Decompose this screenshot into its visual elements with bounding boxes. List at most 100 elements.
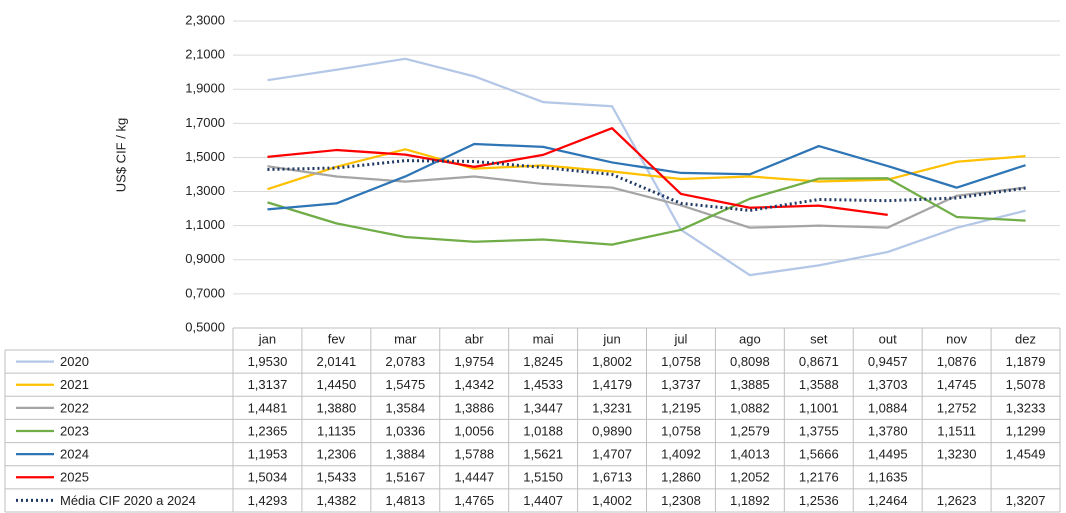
table-value: 1,4533 — [523, 377, 563, 392]
legend-label: 2020 — [60, 354, 89, 369]
table-value: 1,1511 — [937, 423, 976, 438]
table-value: 1,4013 — [730, 447, 770, 462]
x-tick-label: jul — [673, 331, 687, 346]
x-tick-label: dez — [1015, 331, 1036, 346]
table-value: 1,3588 — [799, 377, 839, 392]
legend-label: 2025 — [60, 470, 89, 485]
table-value: 1,1635 — [868, 470, 908, 485]
table-value: 1,3780 — [868, 423, 908, 438]
table-value: 1,8002 — [592, 354, 632, 369]
table-value: 1,3233 — [1006, 400, 1046, 415]
table-value: 0,8671 — [799, 354, 839, 369]
table-value: 1,5621 — [523, 447, 563, 462]
table-value: 1,1892 — [730, 493, 770, 508]
table-value: 1,4707 — [592, 447, 632, 462]
table-value: 0,8098 — [730, 354, 770, 369]
table-value: 1,3885 — [730, 377, 770, 392]
table-value: 1,2579 — [730, 423, 770, 438]
table-value: 1,1299 — [1006, 423, 1046, 438]
table-value: 1,3137 — [248, 377, 288, 392]
table-value: 1,9754 — [454, 354, 494, 369]
table-value: 1,5034 — [248, 470, 288, 485]
legend-label: 2022 — [60, 400, 89, 415]
table-value: 1,4495 — [868, 447, 908, 462]
y-tick-label: 1,5000 — [185, 149, 225, 164]
table-value: 1,2306 — [316, 447, 356, 462]
table-value: 1,2052 — [730, 470, 770, 485]
table-value: 1,2464 — [868, 493, 908, 508]
table-value: 1,0056 — [454, 423, 494, 438]
series-line — [267, 159, 1026, 212]
table-value: 1,8245 — [523, 354, 563, 369]
table-value: 1,1135 — [317, 423, 356, 438]
table-value: 1,1001 — [799, 400, 839, 415]
table-value: 1,2195 — [661, 400, 701, 415]
series-line — [267, 177, 1026, 246]
table-value: 1,2860 — [661, 470, 701, 485]
table-value: 2,0141 — [316, 354, 356, 369]
table-value: 1,4293 — [248, 493, 288, 508]
table-value: 1,2308 — [661, 493, 701, 508]
table-value: 1,5167 — [385, 470, 425, 485]
table-value: 1,4342 — [454, 377, 494, 392]
table-value: 1,0336 — [385, 423, 425, 438]
table-value: 1,3230 — [937, 447, 977, 462]
y-tick-label: 0,5000 — [185, 319, 225, 334]
table-value: 1,3231 — [592, 400, 632, 415]
table-value: 1,0188 — [523, 423, 563, 438]
table-value: 1,5078 — [1006, 377, 1046, 392]
table-value: 1,5475 — [385, 377, 425, 392]
table-value: 1,0882 — [730, 400, 770, 415]
x-tick-label: fev — [328, 331, 346, 346]
y-tick-label: 1,3000 — [185, 183, 225, 198]
series-line — [267, 148, 1026, 191]
table-value: 1,3755 — [799, 423, 839, 438]
y-tick-label: 1,1000 — [185, 217, 225, 232]
x-tick-label: mar — [394, 331, 417, 346]
table-value: 1,6713 — [592, 470, 632, 485]
table-value: 1,3884 — [385, 447, 425, 462]
table-value: 1,5150 — [523, 470, 563, 485]
table-value: 1,5433 — [316, 470, 356, 485]
table-value: 1,2176 — [799, 470, 839, 485]
table-value: 1,2752 — [937, 400, 977, 415]
x-tick-label: set — [810, 331, 828, 346]
table-value: 1,4382 — [316, 493, 356, 508]
legend-label: Média CIF 2020 a 2024 — [60, 493, 196, 508]
table-value: 1,5666 — [799, 447, 839, 462]
y-tick-label: 1,7000 — [185, 115, 225, 130]
table-value: 1,4002 — [592, 493, 632, 508]
table-value: 1,3886 — [454, 400, 494, 415]
table-value: 1,4745 — [937, 377, 977, 392]
table-value: 1,4481 — [248, 400, 288, 415]
x-tick-label: nov — [946, 331, 967, 346]
table-value: 1,3584 — [385, 400, 425, 415]
table-value: 1,4092 — [661, 447, 701, 462]
table-value: 1,0758 — [661, 354, 701, 369]
table-value: 1,4447 — [454, 470, 494, 485]
table-value: 1,3207 — [1006, 493, 1046, 508]
table-value: 1,4450 — [316, 377, 356, 392]
table-value: 1,2623 — [937, 493, 977, 508]
table-value: 2,0783 — [385, 354, 425, 369]
y-tick-label: 2,1000 — [185, 47, 225, 62]
x-tick-label: jun — [602, 331, 620, 346]
y-tick-label: 0,9000 — [185, 251, 225, 266]
table-value: 0,9457 — [868, 354, 908, 369]
y-tick-label: 2,3000 — [185, 12, 225, 27]
table-value: 1,0876 — [937, 354, 977, 369]
y-tick-label: 0,7000 — [185, 285, 225, 300]
table-value: 0,9890 — [592, 423, 632, 438]
table-value: 1,0758 — [661, 423, 701, 438]
table-value: 1,1879 — [1006, 354, 1046, 369]
table-value: 1,4549 — [1006, 447, 1046, 462]
table-value: 1,0884 — [868, 400, 908, 415]
x-tick-label: out — [879, 331, 897, 346]
legend-label: 2021 — [60, 377, 89, 392]
y-tick-label: 1,9000 — [185, 81, 225, 96]
table-value: 1,1953 — [248, 447, 288, 462]
table-value: 1,3880 — [316, 400, 356, 415]
table-value: 1,3737 — [661, 377, 701, 392]
x-tick-label: jan — [258, 331, 276, 346]
table-value: 1,4179 — [592, 377, 632, 392]
